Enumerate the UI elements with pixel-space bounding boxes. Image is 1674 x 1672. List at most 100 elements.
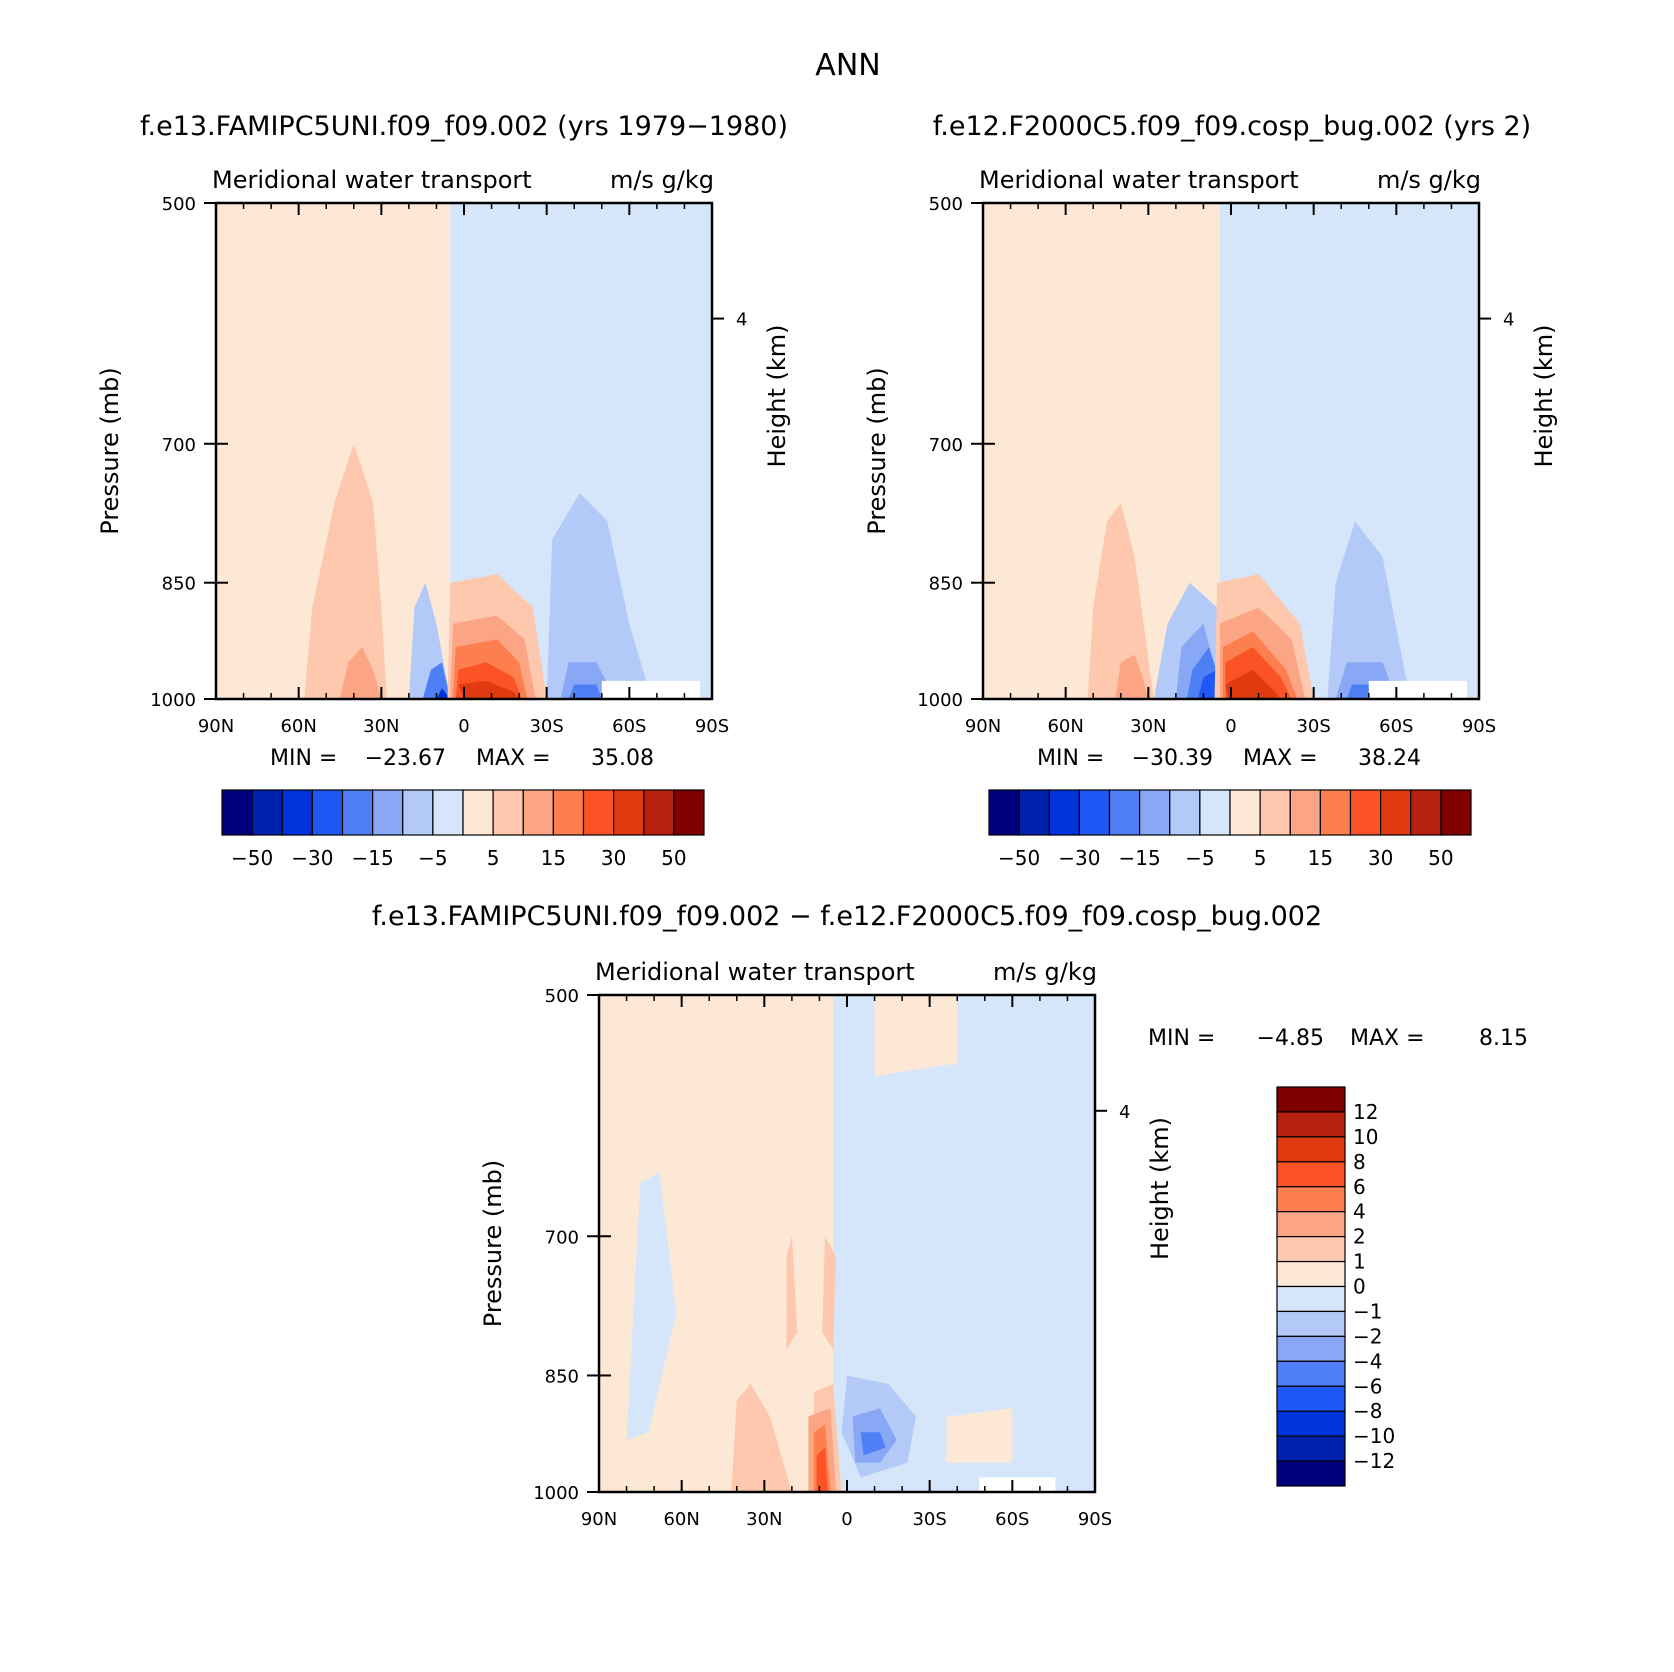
- panel-subtitle-right: m/s g/kg: [993, 958, 1097, 986]
- contour-region-14: [568, 684, 602, 699]
- colorbar-label: −30: [291, 846, 333, 870]
- y-right-axis-label: Height (km): [1530, 325, 1558, 468]
- y-tick-label: 500: [929, 194, 963, 215]
- colorbar-label: 15: [1308, 846, 1333, 870]
- colorbar-label: 1: [1353, 1250, 1366, 1274]
- x-tick-label: 90S: [1462, 716, 1496, 737]
- colorbar-swatch-4: [1108, 789, 1141, 836]
- colorbar-label: −8: [1353, 1399, 1382, 1423]
- contour-region-11: [816, 1447, 828, 1492]
- colorbar-swatch-0: [1276, 1086, 1346, 1113]
- colorbar-swatch-2: [1048, 789, 1080, 836]
- y-right-tick-label: 4: [1503, 310, 1514, 331]
- min-label: MIN =: [1037, 746, 1104, 771]
- colorbar-swatch-11: [1276, 1360, 1346, 1387]
- x-tick-label: 0: [1225, 716, 1236, 737]
- y-tick-label: 1000: [533, 1483, 579, 1504]
- panel-bottom: f.e13.FAMIPC5UNI.f09_f09.002 − f.e12.F20…: [372, 901, 1528, 1530]
- x-tick-label: 60N: [280, 716, 316, 737]
- colorbar-swatch-5: [1276, 1211, 1346, 1238]
- panel-subtitle-right: m/s g/kg: [610, 166, 714, 194]
- contour-region-11: [458, 680, 520, 699]
- colorbar-swatch-1: [1018, 789, 1050, 836]
- colorbar-swatch-9: [492, 789, 524, 836]
- max-value: 38.24: [1358, 746, 1421, 771]
- missing-data-region: [1368, 680, 1467, 699]
- colorbar-label: 50: [1428, 846, 1453, 870]
- contour-region-3: [946, 1408, 1013, 1463]
- colorbar-label: −6: [1353, 1374, 1382, 1398]
- x-tick-label: 30N: [1130, 716, 1166, 737]
- x-tick-label: 90N: [198, 716, 234, 737]
- colorbar-swatch-2: [281, 789, 313, 836]
- colorbar-swatch-6: [402, 789, 434, 836]
- y-axis-label: Pressure (mb): [863, 367, 891, 534]
- panel-subtitle-left: Meridional water transport: [979, 166, 1299, 194]
- x-tick-label: 90S: [1078, 1509, 1112, 1530]
- colorbar-swatch-13: [1276, 1410, 1346, 1437]
- y-tick-label: 1000: [150, 690, 196, 711]
- colorbar-label: 4: [1353, 1200, 1366, 1224]
- x-tick-label: 0: [458, 716, 469, 737]
- panel-title: f.e12.F2000C5.f09_f09.cosp_bug.002 (yrs …: [933, 111, 1531, 142]
- colorbar-swatch-6: [1169, 789, 1201, 836]
- colorbar-swatch-14: [1410, 789, 1442, 836]
- panel-subtitle-left: Meridional water transport: [595, 958, 915, 986]
- min-value: −30.39: [1132, 746, 1213, 771]
- colorbar-label: −5: [418, 846, 447, 870]
- y-tick-label: 700: [162, 435, 196, 456]
- colorbar-label: 50: [661, 846, 686, 870]
- min-label: MIN =: [1148, 1026, 1215, 1051]
- max-value: 8.15: [1479, 1026, 1528, 1051]
- colorbar-swatch-4: [1276, 1186, 1346, 1213]
- y-tick-label: 700: [545, 1227, 579, 1248]
- colorbar-label: 5: [1254, 846, 1267, 870]
- colorbar-label: −10: [1353, 1424, 1395, 1448]
- colorbar-label: 30: [1368, 846, 1393, 870]
- y-axis-label: Pressure (mb): [96, 367, 124, 534]
- y-tick-label: 500: [545, 986, 579, 1007]
- max-label: MAX =: [1243, 746, 1318, 771]
- colorbar-swatch-9: [1259, 789, 1291, 836]
- min-label: MIN =: [270, 746, 337, 771]
- colorbar-swatch-15: [673, 789, 705, 836]
- y-tick-label: 500: [162, 194, 196, 215]
- panel-top-left: f.e13.FAMIPC5UNI.f09_f09.002 (yrs 1979−1…: [96, 111, 791, 870]
- colorbar: −50 −30 −15 −5 5 15 30 50: [988, 789, 1472, 870]
- y-tick-label: 850: [545, 1366, 579, 1387]
- colorbar-swatch-10: [1289, 789, 1321, 836]
- colorbar-label: −15: [1119, 846, 1161, 870]
- contour-region-5: [422, 662, 451, 699]
- x-tick-label: 60N: [1047, 716, 1083, 737]
- max-label: MAX =: [476, 746, 551, 771]
- colorbar-label: −15: [352, 846, 394, 870]
- colorbar-swatch-11: [552, 789, 585, 836]
- colorbar-label: −5: [1185, 846, 1214, 870]
- colorbar-swatch-14: [643, 789, 675, 836]
- colorbar-swatch-12: [582, 789, 615, 836]
- colorbar-swatch-12: [1276, 1385, 1346, 1412]
- contour-field: [983, 203, 1479, 699]
- colorbar-label: 2: [1353, 1225, 1366, 1249]
- colorbar-label: −12: [1353, 1449, 1395, 1473]
- x-tick-label: 90N: [965, 716, 1001, 737]
- colorbar-label: 8: [1353, 1150, 1366, 1174]
- colorbar-label: −30: [1058, 846, 1100, 870]
- max-label: MAX =: [1350, 1026, 1425, 1051]
- colorbar-swatch-8: [462, 789, 494, 836]
- colorbar-label: 10: [1353, 1125, 1378, 1149]
- y-right-tick-label: 4: [1119, 1102, 1130, 1123]
- x-tick-label: 60S: [995, 1509, 1029, 1530]
- colorbar-label: 5: [487, 846, 500, 870]
- y-tick-label: 850: [929, 574, 963, 595]
- colorbar-label: 6: [1353, 1175, 1366, 1199]
- colorbar-label: 30: [601, 846, 626, 870]
- x-tick-label: 30N: [363, 716, 399, 737]
- panel-title: f.e13.FAMIPC5UNI.f09_f09.002 − f.e12.F20…: [372, 901, 1322, 932]
- contour-region-4: [626, 1172, 677, 1440]
- colorbar-label: −50: [998, 846, 1040, 870]
- colorbar-swatch-5: [1139, 789, 1171, 836]
- panel-title: f.e13.FAMIPC5UNI.f09_f09.002 (yrs 1979−1…: [140, 111, 788, 142]
- contour-region-1: [450, 203, 712, 699]
- x-tick-label: 90N: [581, 1509, 617, 1530]
